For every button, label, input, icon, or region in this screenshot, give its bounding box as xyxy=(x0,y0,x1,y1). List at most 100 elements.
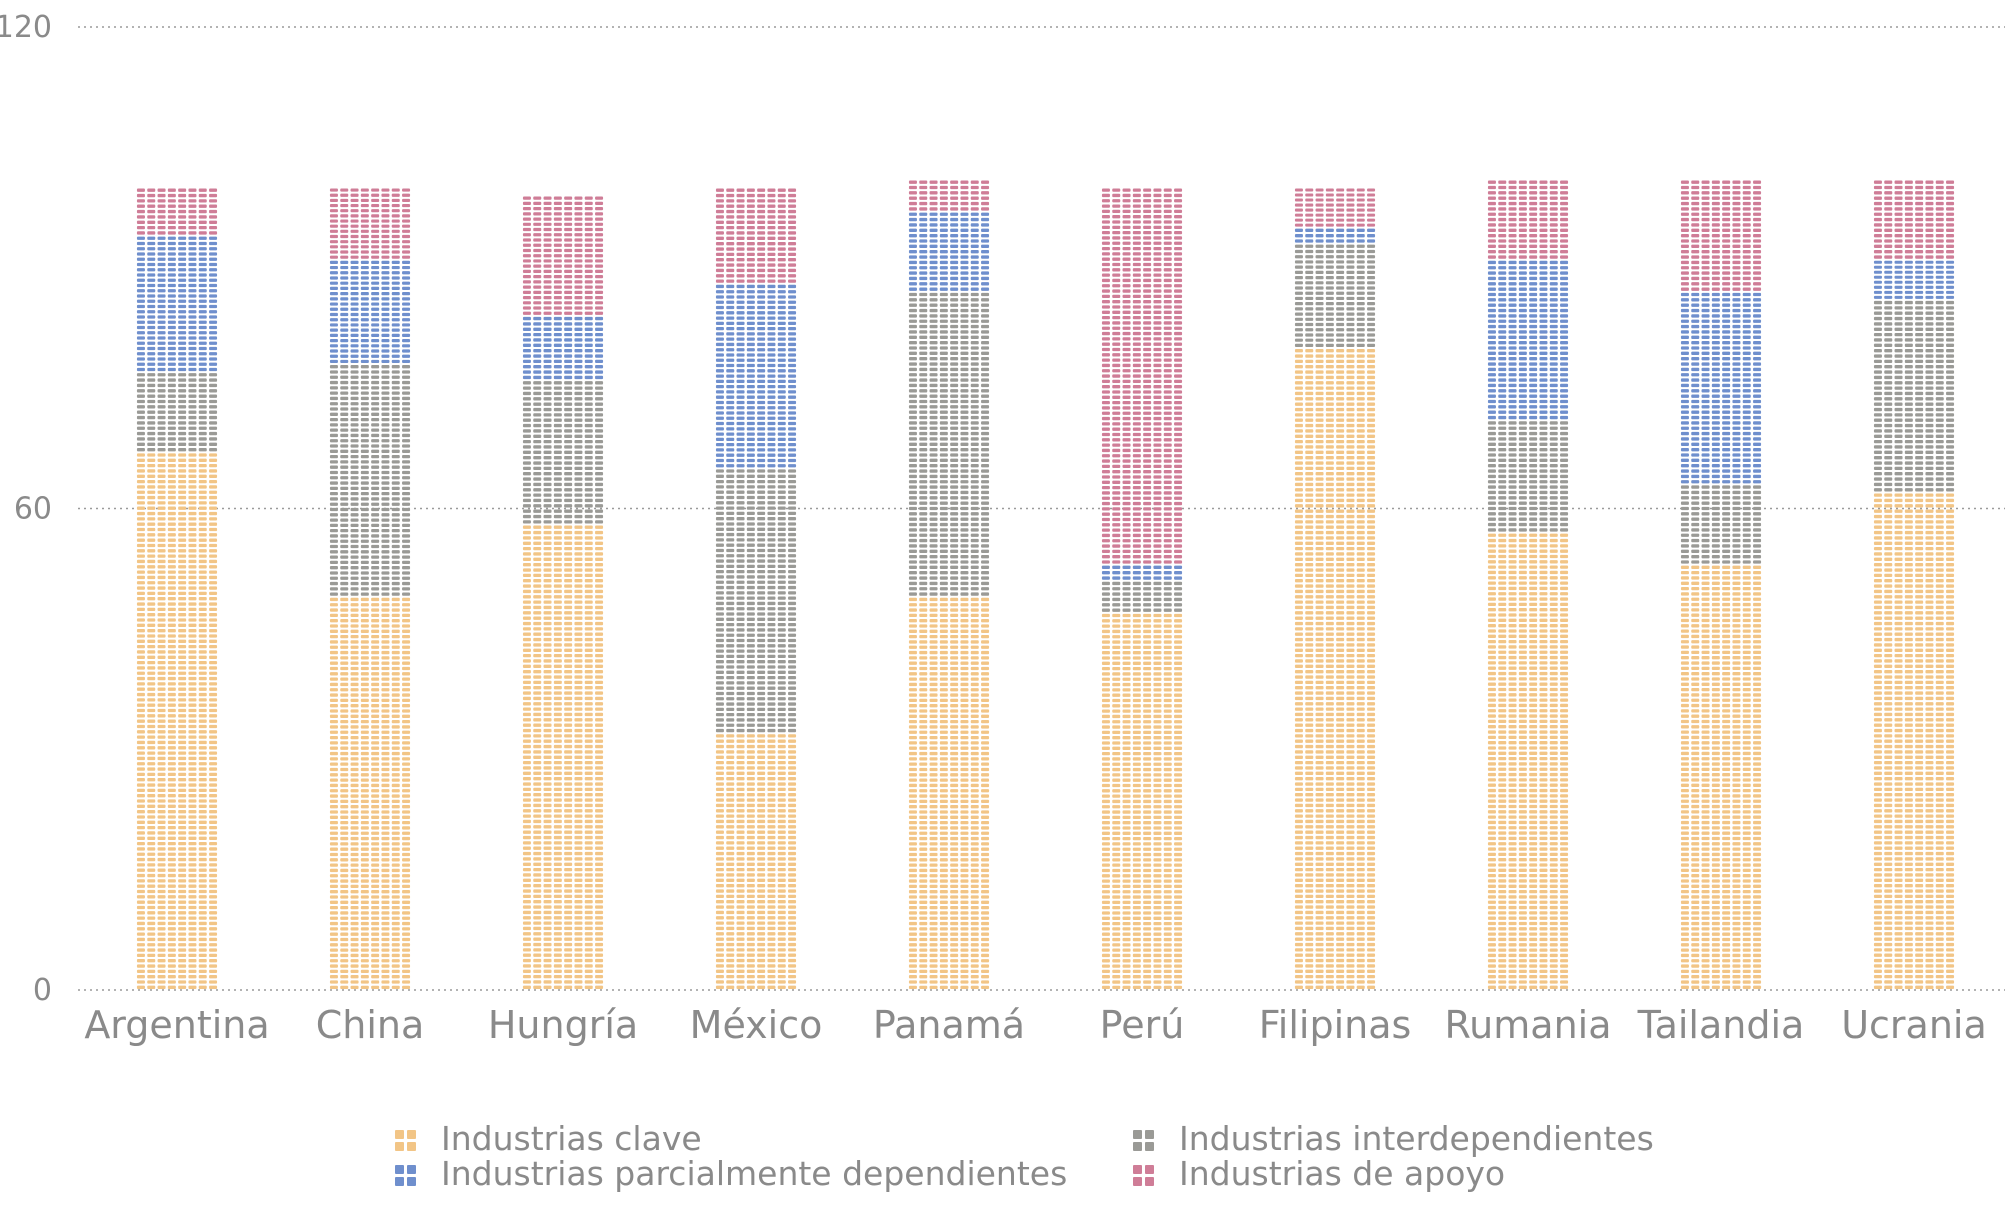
waffle-cell xyxy=(381,380,390,385)
waffle-cell xyxy=(564,734,573,738)
waffle-cell xyxy=(543,605,552,610)
waffle-cell xyxy=(381,863,390,867)
waffle-cell xyxy=(522,600,531,604)
waffle-cell xyxy=(522,867,531,872)
waffle-cell xyxy=(167,937,176,942)
waffle-cell xyxy=(360,209,369,213)
waffle-cell xyxy=(788,363,797,368)
waffle-cell xyxy=(543,680,552,685)
waffle-cell xyxy=(209,273,218,277)
waffle-cell xyxy=(736,628,745,632)
waffle-cell xyxy=(198,209,207,214)
waffle-cell xyxy=(147,373,156,377)
waffle-cell xyxy=(522,514,531,519)
waffle-cell xyxy=(564,327,573,331)
waffle-cell xyxy=(167,257,176,261)
waffle-cell xyxy=(553,616,562,620)
waffle-cell xyxy=(157,937,166,942)
waffle-cell xyxy=(788,527,797,531)
waffle-cell xyxy=(736,857,745,861)
waffle-cell xyxy=(522,365,531,369)
waffle-cell xyxy=(340,677,349,681)
waffle-cell xyxy=(564,862,573,866)
waffle-cell xyxy=(209,262,218,267)
waffle-cell xyxy=(574,867,583,872)
waffle-cell xyxy=(553,894,562,899)
waffle-cell xyxy=(371,629,380,633)
waffle-cell xyxy=(960,948,969,952)
waffle-cell xyxy=(736,490,745,494)
waffle-cell xyxy=(329,386,338,390)
waffle-cell xyxy=(726,225,735,230)
waffle-cell xyxy=(167,294,176,298)
waffle-cell xyxy=(584,841,593,845)
waffle-cell xyxy=(522,712,531,717)
waffle-cell xyxy=(402,587,411,591)
waffle-cell xyxy=(209,921,218,926)
waffle-cell xyxy=(726,766,735,770)
waffle-cell xyxy=(167,831,176,835)
waffle-cell xyxy=(746,252,755,257)
waffle-cell xyxy=(157,215,166,219)
waffle-cell xyxy=(553,482,562,487)
waffle-cell xyxy=(381,975,390,979)
waffle-cell xyxy=(757,348,766,352)
waffle-cell xyxy=(522,787,531,792)
waffle-cell xyxy=(360,688,369,692)
waffle-cell xyxy=(564,568,573,572)
waffle-cell xyxy=(736,225,745,230)
waffle-cell xyxy=(777,580,786,584)
waffle-cell xyxy=(329,975,338,979)
waffle-cell xyxy=(533,275,542,279)
waffle-cell xyxy=(178,320,187,324)
waffle-cell xyxy=(543,728,552,733)
waffle-cell xyxy=(574,196,583,200)
waffle-cell xyxy=(198,231,207,235)
waffle-cell xyxy=(209,362,218,366)
waffle-cell xyxy=(715,432,724,436)
waffle-cell xyxy=(402,454,411,459)
waffle-cell xyxy=(553,285,562,289)
waffle-cell xyxy=(340,874,349,878)
waffle-cell xyxy=(360,198,369,202)
waffle-cell xyxy=(736,953,745,957)
waffle-cell xyxy=(360,333,369,337)
waffle-cell xyxy=(340,714,349,718)
waffle-cell xyxy=(167,639,176,643)
waffle-cell xyxy=(564,632,573,636)
waffle-cell xyxy=(350,757,359,761)
waffle-cell xyxy=(381,449,390,453)
waffle-cell xyxy=(147,650,156,654)
waffle-cell xyxy=(381,964,390,968)
waffle-cell xyxy=(595,942,604,947)
waffle-cell xyxy=(533,980,542,984)
waffle-cell xyxy=(533,290,542,294)
waffle-cell xyxy=(543,295,552,300)
waffle-cell xyxy=(198,916,207,920)
waffle-cell xyxy=(533,434,542,438)
waffle-cell xyxy=(767,511,776,516)
waffle-cell xyxy=(329,265,338,270)
waffle-cell xyxy=(147,714,156,718)
waffle-cell xyxy=(350,449,359,453)
waffle-cell xyxy=(381,539,390,543)
waffle-cell xyxy=(209,236,218,240)
waffle-cell xyxy=(178,325,187,330)
waffle-cell xyxy=(188,682,197,686)
bar-stack xyxy=(522,196,604,989)
waffle-cell xyxy=(746,305,755,310)
waffle-cell xyxy=(788,490,797,494)
waffle-cell xyxy=(950,969,959,974)
waffle-cell xyxy=(564,365,573,369)
waffle-cell xyxy=(329,229,338,233)
waffle-cell xyxy=(574,841,583,845)
waffle-cell xyxy=(371,502,380,506)
waffle-cell xyxy=(736,353,745,357)
waffle-cell xyxy=(595,332,604,337)
waffle-cell xyxy=(147,794,156,798)
waffle-cell xyxy=(178,543,187,548)
waffle-cell xyxy=(136,405,145,409)
waffle-cell xyxy=(157,810,166,814)
waffle-cell xyxy=(777,900,786,904)
waffle-cell xyxy=(553,227,562,232)
